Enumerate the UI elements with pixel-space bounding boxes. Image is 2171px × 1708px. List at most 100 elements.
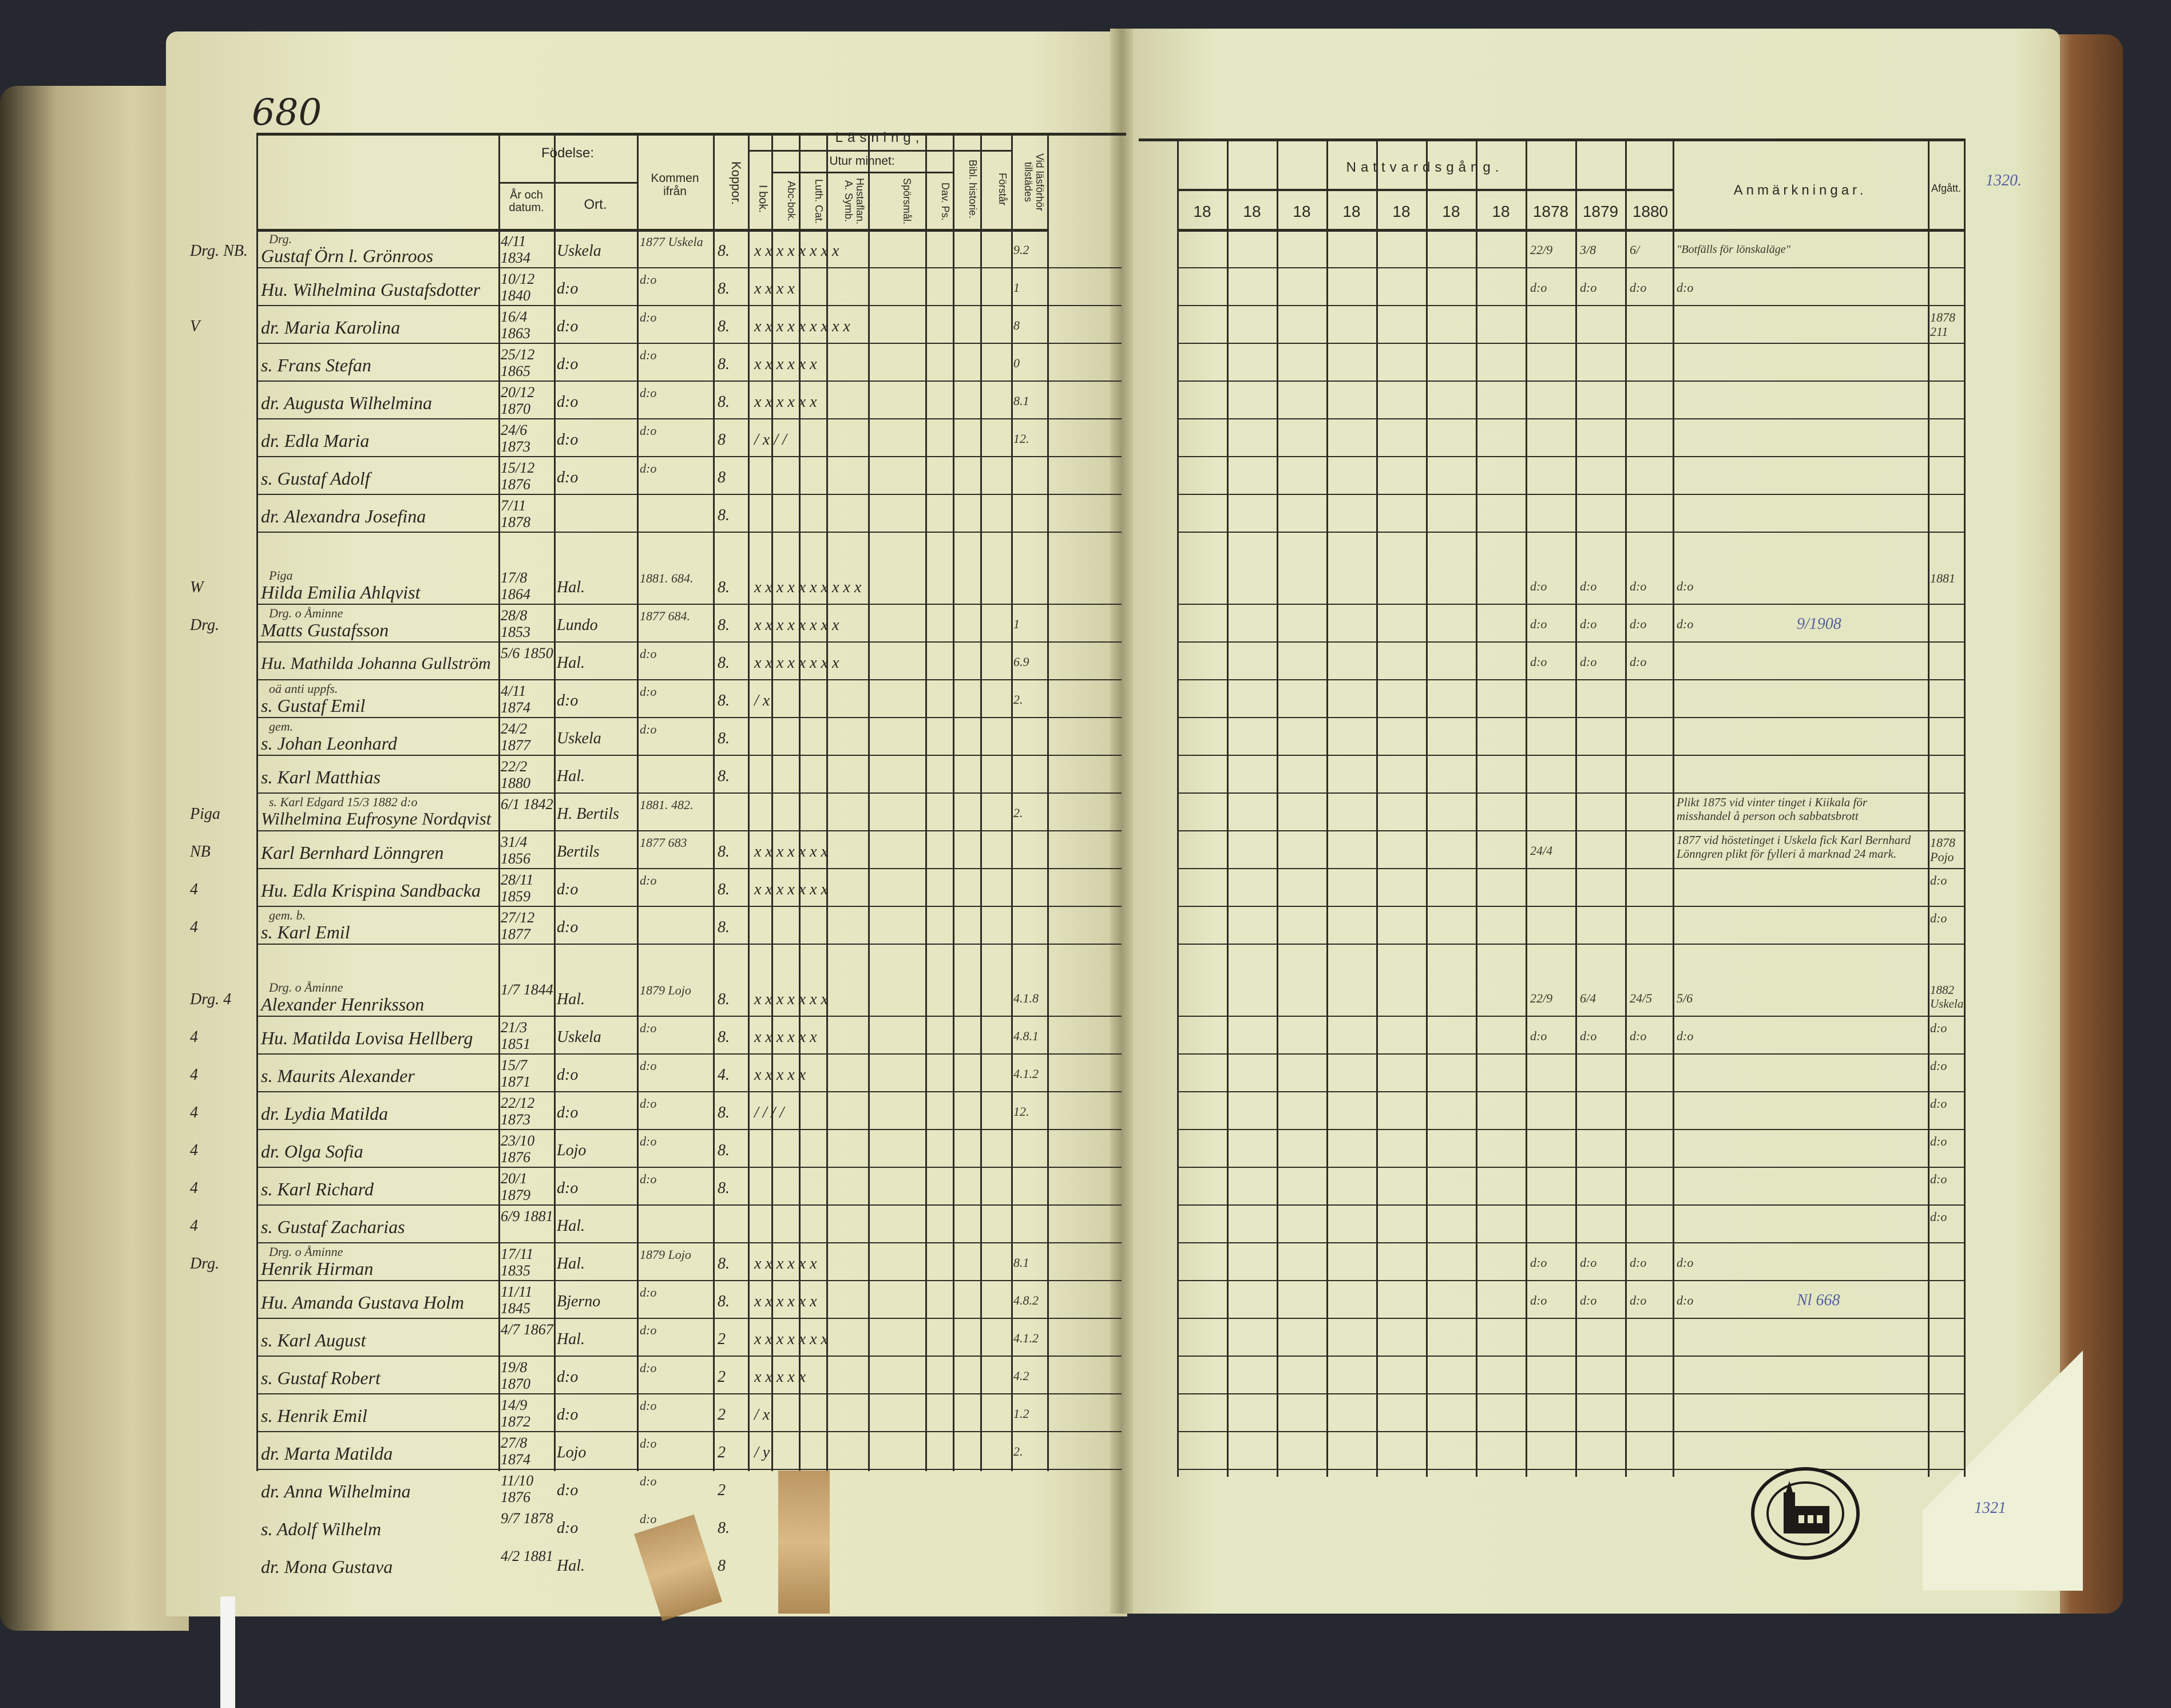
reading-marks: / x [754,1406,770,1424]
came-from: d:o [640,461,657,475]
row-rule [1047,755,1122,756]
person-name: Henrik Hirman [261,1258,374,1279]
birth-date: 14/9 1872 [501,1397,530,1430]
row-rule [1177,906,1964,907]
koppor-mark: 2 [718,1330,726,1348]
margin-note: 4 [190,918,198,936]
attendance-mark: 9.2 [1013,243,1029,257]
row-rule [1177,1469,1964,1470]
koppor-mark: 8. [718,767,730,785]
koppor-mark: 8 [718,431,726,449]
came-from: d:o [640,272,657,287]
column-rule [1928,138,1930,1477]
header-bottom-rule [256,229,1047,232]
person-name: dr. Anna Wilhelmina [261,1481,411,1501]
birth-place: d:o [557,431,579,449]
attendance-mark: 12. [1013,431,1029,446]
birth-date: 9/7 1878 [501,1510,553,1527]
header-anmarkningar: Anmärkningar. [1733,183,1867,198]
communion-mark: 22/9 [1530,243,1553,257]
year-header: 18 [1492,203,1510,220]
reading-marks: x x x x x x x x x [754,318,850,335]
row-rule [1177,830,1964,831]
birth-date: 4/7 1867 [501,1321,553,1338]
reading-marks: x x x x x x [754,1028,817,1046]
koppor-mark: 8. [718,1028,730,1046]
koppor-mark: 8. [718,242,730,260]
row-rule [1177,1016,1964,1017]
birth-date: 16/4 1863 [501,308,530,342]
communion-mark: d:o [1580,655,1597,669]
row-rule [1047,1431,1122,1432]
pencil-note: Nl 668 [1797,1291,1840,1309]
row-rule [256,305,1047,306]
came-from: 1879 Lojo [640,983,691,997]
row-rule [1177,1204,1964,1206]
birth-date: 6/1 1842 [501,796,553,813]
birth-date: 31/4 1856 [501,834,530,867]
remark: d:o [1677,1293,1694,1307]
koppor-mark: 8. [718,730,730,747]
birth-date: 21/3 1851 [501,1019,530,1053]
koppor-mark: 8. [718,918,730,936]
column-rule [799,133,801,1471]
birth-date: 7/11 1878 [501,497,530,531]
column-rule [1426,138,1428,1477]
bookmark-strip [220,1596,235,1708]
birth-date: 17/8 1864 [501,569,530,603]
margin-note: 4 [190,1142,198,1159]
row-rule [1047,418,1122,419]
birth-date: 5/6 1850 [501,645,553,661]
header-ar-datum: År och datum. [509,189,544,214]
birth-place: d:o [557,1104,579,1122]
row-rule [1047,679,1122,680]
reading-marks: x x x x x [754,1066,806,1084]
year-header: 1879 [1582,203,1619,220]
row-rule [256,1204,1047,1206]
koppor-mark: 8. [718,506,730,524]
koppor-mark: 8. [718,1255,730,1273]
birth-place: d:o [557,692,579,710]
koppor-mark: 8. [718,355,730,373]
communion-mark: d:o [1530,1029,1547,1043]
row-rule [1047,1393,1122,1394]
birth-date: 4/2 1881 [501,1548,553,1564]
birth-place: H. Bertils [557,805,619,823]
koppor-mark: 8. [718,843,730,861]
birth-date: 27/8 1874 [501,1434,530,1468]
row-rule [1177,1431,1964,1432]
header-lasning: Läsning, [835,130,924,145]
remark: 5/6 [1677,991,1693,1005]
row-rule [1177,267,1964,268]
attendance-mark: 4.8.1 [1013,1029,1039,1043]
reading-marks: x x x x x [754,1368,806,1386]
reading-marks: x x x x x x x x [754,654,839,672]
column-rule [826,133,828,1471]
koppor-mark: 8. [718,654,730,672]
utur-rule [771,172,953,173]
column-rule [1047,133,1049,1471]
person-name: dr. Edla Maria [261,430,370,451]
row-rule [1177,381,1964,382]
row-rule [256,1242,1047,1243]
birth-date: 1/7 1844 [501,981,553,998]
birth-place: d:o [557,918,579,936]
row-rule [1177,717,1964,718]
margin-note: Drg. NB. [190,242,248,260]
came-from: d:o [640,1285,657,1299]
communion-mark: d:o [1630,1029,1647,1043]
column-rule [1575,138,1577,1477]
header-hustaflan: Hustaflan. A. Symb. [843,178,866,225]
reading-marks: / y [754,1444,770,1461]
header-utur-minnet: Utur minnet: [829,154,895,168]
birth-date: 4/11 1834 [501,233,530,267]
column-rule [1376,138,1378,1477]
came-from: 1881. 684. [640,571,694,585]
came-from: d:o [640,423,657,438]
row-rule [1177,641,1964,643]
row-rule [1047,267,1122,268]
koppor-mark: 8. [718,1293,730,1310]
column-rule [1277,138,1278,1477]
came-from: d:o [640,1323,657,1337]
came-from: d:o [640,1512,657,1526]
